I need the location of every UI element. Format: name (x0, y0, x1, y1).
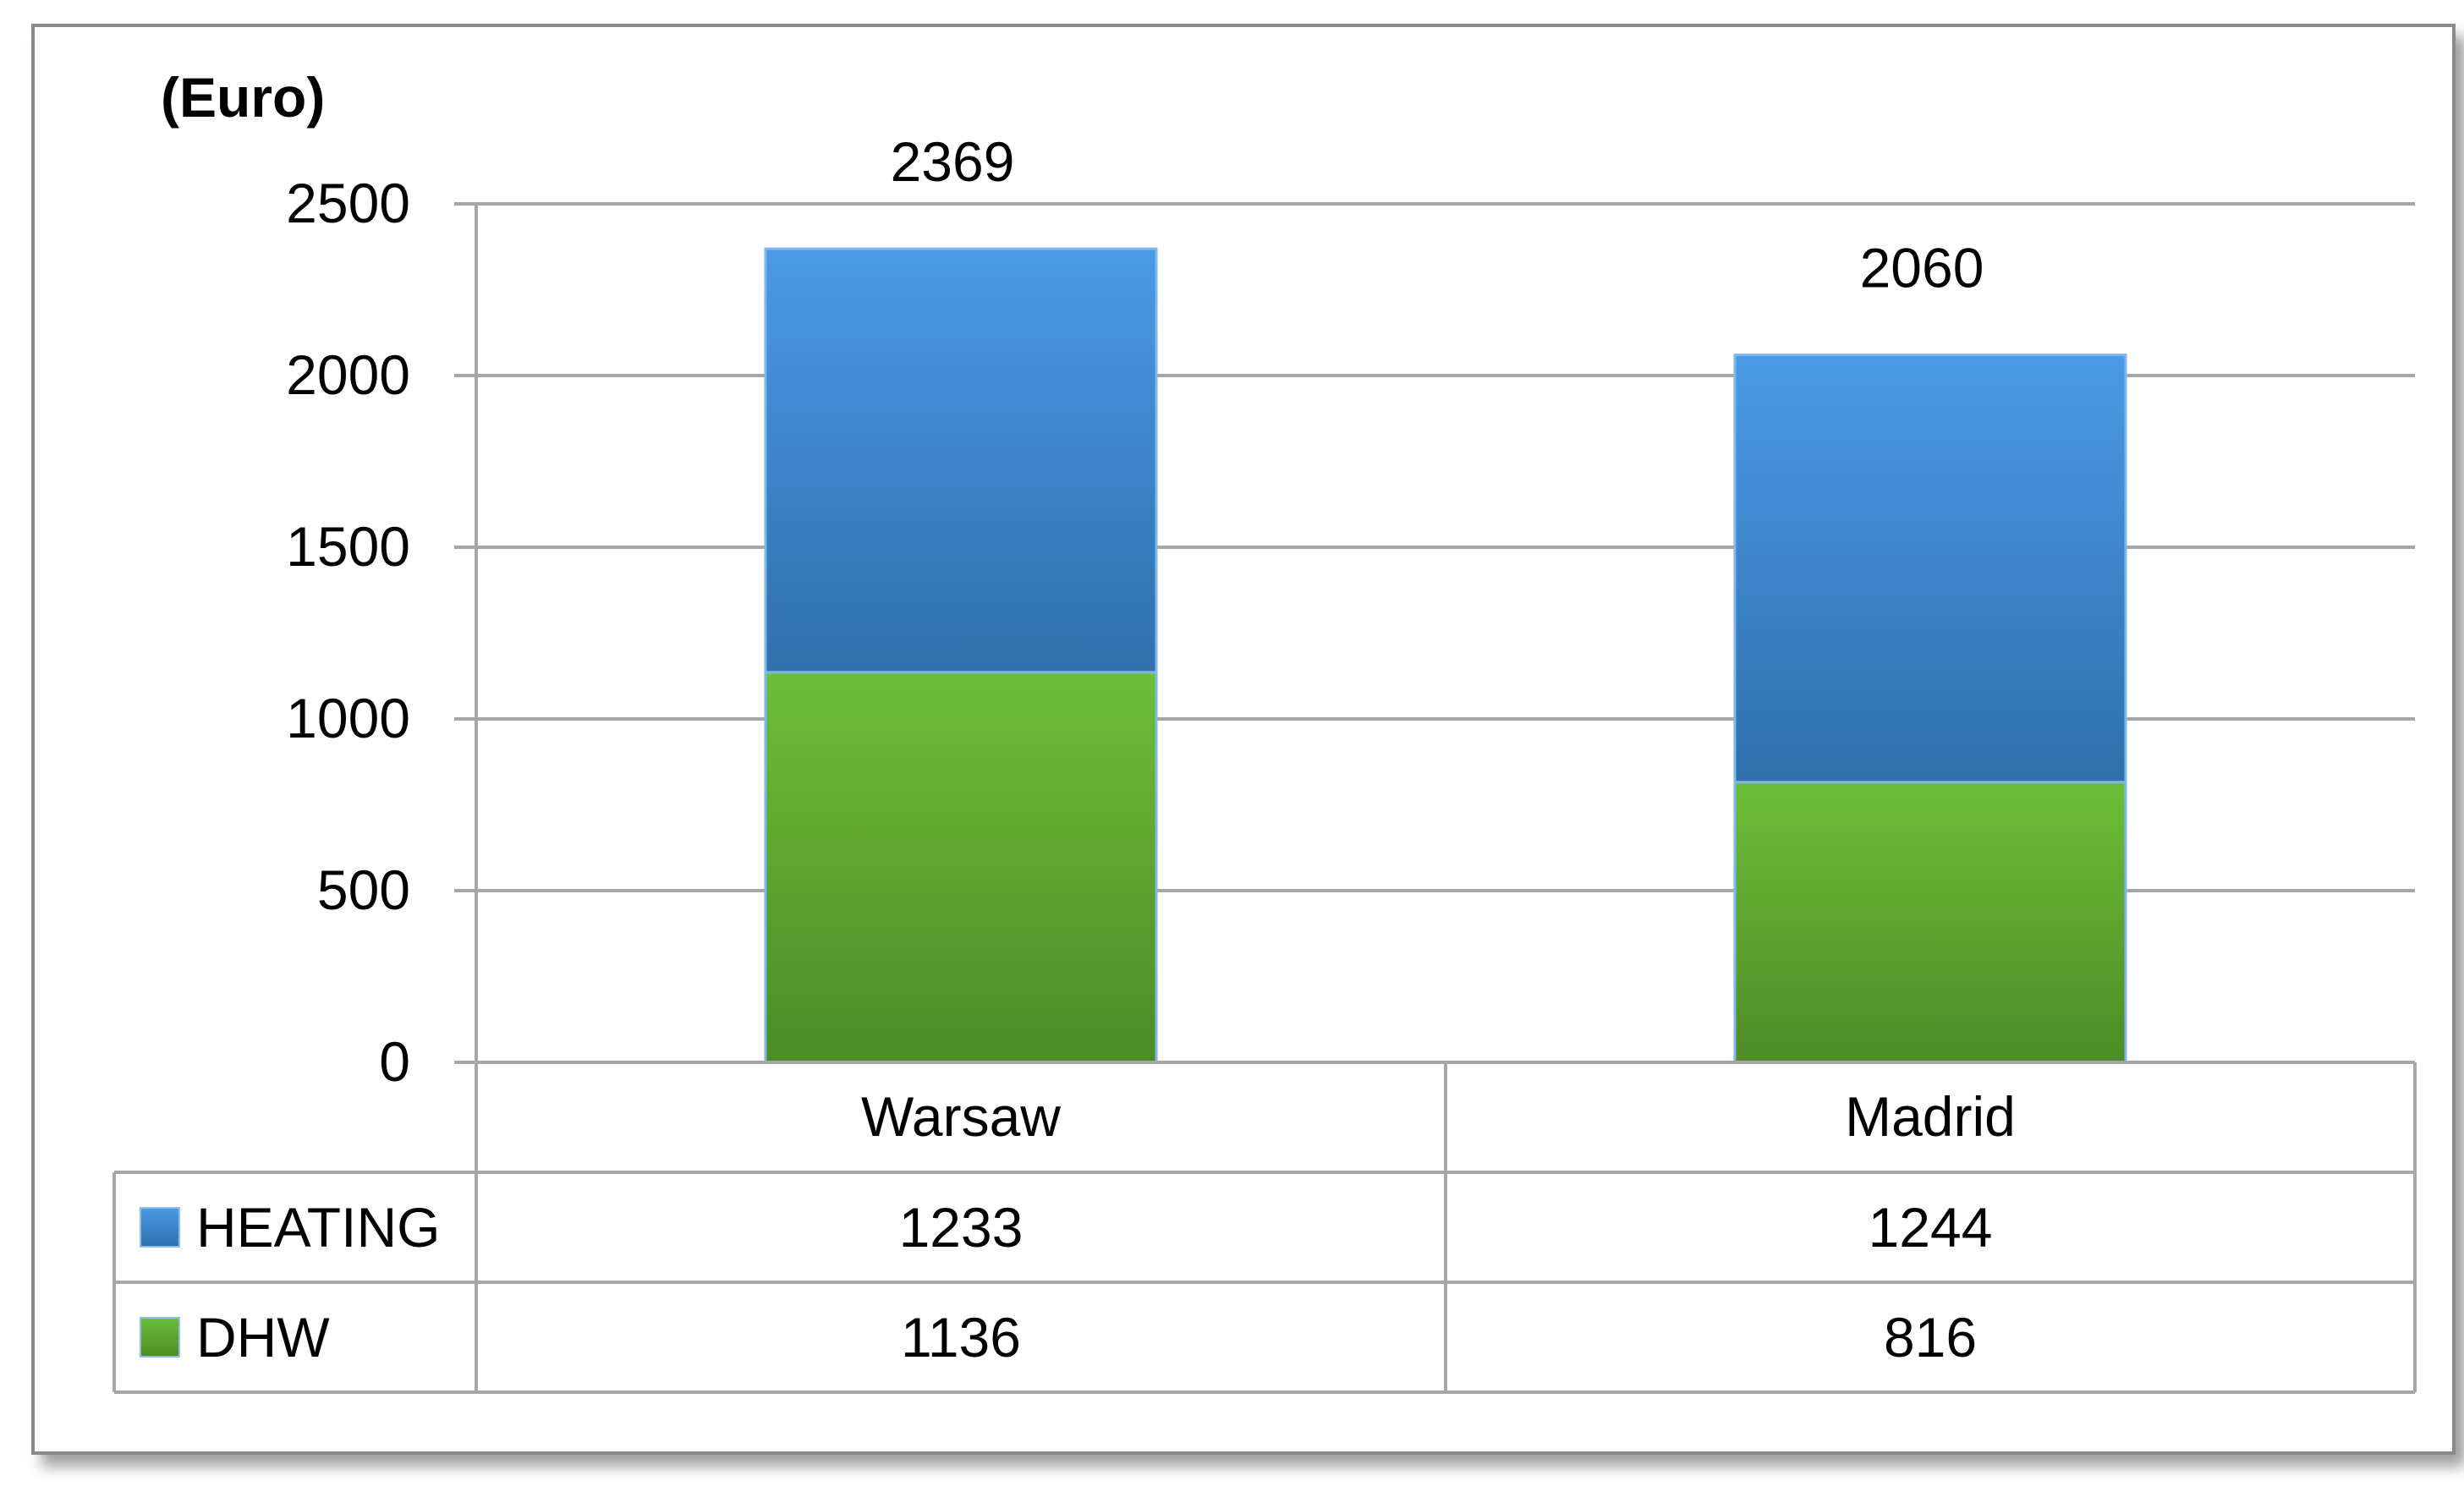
y-tick-label: 2000 (286, 343, 410, 406)
table-value: 1136 (901, 1306, 1021, 1369)
bar-dhw-warsaw (764, 671, 1158, 1064)
table-value: 1233 (899, 1196, 1023, 1259)
bar-dhw-madrid (1733, 781, 2127, 1064)
legend-label: HEATING (196, 1196, 440, 1259)
table-value: 816 (1884, 1306, 1977, 1369)
x-category-label: Warsaw (861, 1085, 1061, 1148)
x-category-label: Madrid (1845, 1085, 2016, 1148)
y-tick-label: 1000 (286, 687, 410, 749)
data-table: Warsaw Madrid HEATING 1233 1244 DHW 1136 816 (112, 1061, 2417, 1394)
y-tick-label: 1500 (286, 515, 410, 578)
bars (764, 247, 2127, 1064)
y-axis-unit-label: (Euro) (161, 66, 325, 129)
table-value: 1244 (1869, 1196, 1993, 1259)
total-label: 2369 (891, 130, 1015, 193)
legend-key-dhw (140, 1317, 180, 1358)
legend-key-heating (140, 1207, 180, 1248)
y-axis-ticks: 0 500 1000 1500 2000 2500 (286, 172, 410, 1093)
y-tick-label: 2500 (286, 172, 410, 234)
y-tick-label: 0 (379, 1030, 410, 1093)
bar-heating-madrid (1733, 354, 2127, 784)
legend-label: DHW (196, 1306, 330, 1369)
total-label: 2060 (1860, 237, 1984, 299)
total-labels: 2369 2060 (891, 130, 1984, 299)
y-tick-label: 500 (317, 858, 410, 921)
bar-heating-warsaw (764, 247, 1158, 674)
